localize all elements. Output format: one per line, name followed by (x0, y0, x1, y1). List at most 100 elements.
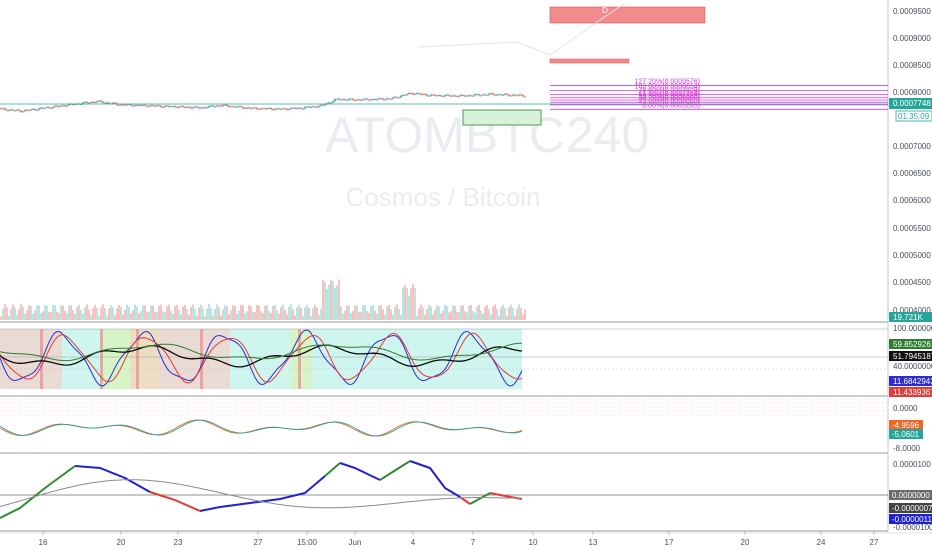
candle-body[interactable] (122, 104, 124, 106)
candle-body[interactable] (250, 108, 252, 110)
candle-body[interactable] (16, 109, 18, 111)
candle-body[interactable] (308, 106, 310, 108)
candle-body[interactable] (20, 110, 22, 113)
candle-body[interactable] (312, 106, 314, 108)
indicator3-trend-segment[interactable] (0, 465, 76, 519)
candle-body[interactable] (508, 94, 510, 96)
candle-body[interactable] (276, 108, 278, 110)
candle-body[interactable] (504, 93, 506, 95)
candle-body[interactable] (46, 107, 48, 109)
candle-body[interactable] (0, 108, 2, 110)
candle-body[interactable] (366, 98, 368, 100)
candle-body[interactable] (208, 105, 210, 108)
candle-body[interactable] (152, 105, 154, 107)
candle-body[interactable] (88, 102, 90, 104)
fib-retracement[interactable]: 127.20%(0.0009576)100.00%(0.0008654)78.6… (550, 79, 888, 110)
candle-body[interactable] (290, 107, 292, 110)
candle-body[interactable] (444, 95, 446, 97)
candle-body[interactable] (432, 94, 434, 96)
candle-body[interactable] (428, 95, 430, 97)
candle-body[interactable] (140, 105, 142, 107)
candle-body[interactable] (492, 93, 494, 95)
candle-body[interactable] (354, 99, 356, 101)
candle-body[interactable] (422, 94, 424, 96)
harmonic-pattern-lines[interactable] (417, 2, 626, 56)
candle-body[interactable] (414, 93, 416, 95)
candle-body[interactable] (36, 109, 38, 111)
candle-body[interactable] (8, 109, 10, 111)
candle-body[interactable] (496, 94, 498, 96)
candle-body[interactable] (232, 106, 234, 108)
candle-body[interactable] (222, 104, 224, 106)
candle-body[interactable] (498, 94, 500, 96)
candle-body[interactable] (108, 102, 110, 104)
candle-body[interactable] (236, 106, 238, 108)
candle-body[interactable] (356, 99, 358, 101)
candle-body[interactable] (196, 106, 198, 108)
candle-body[interactable] (128, 104, 130, 106)
indicator3-trend-segment[interactable] (149, 491, 201, 512)
candle-body[interactable] (418, 93, 420, 95)
candle-body[interactable] (488, 93, 490, 95)
candle-body[interactable] (178, 106, 180, 108)
indicator1-slow-line[interactable] (0, 332, 523, 384)
candle-body[interactable] (40, 107, 42, 109)
candle-body[interactable] (44, 107, 46, 109)
candle-body[interactable] (170, 106, 172, 108)
candle-body[interactable] (10, 109, 12, 111)
indicator3-trend-segment[interactable] (74, 465, 151, 493)
candle-body[interactable] (134, 105, 136, 107)
candle-body[interactable] (282, 108, 284, 110)
candle-body[interactable] (72, 104, 74, 106)
candle-body[interactable] (216, 105, 218, 107)
price-axis[interactable]: 0.0009500 0.0009000 0.0008500 0.0008000 0.00… (893, 7, 931, 315)
candle-body[interactable] (34, 108, 36, 110)
candle-body[interactable] (374, 98, 376, 100)
indicator1-d-line[interactable] (0, 342, 522, 362)
candle-body[interactable] (56, 105, 58, 107)
candle-body[interactable] (86, 101, 88, 103)
candle-body[interactable] (466, 95, 468, 97)
candle-body[interactable] (106, 102, 108, 104)
candle-body[interactable] (462, 94, 464, 96)
candle-body[interactable] (274, 108, 276, 110)
candle-body[interactable] (164, 105, 166, 107)
candle-body[interactable] (436, 95, 438, 97)
candle-body[interactable] (234, 106, 236, 108)
candle-body[interactable] (368, 99, 370, 101)
candle-body[interactable] (158, 105, 160, 107)
candle-body[interactable] (412, 93, 414, 95)
candle-body[interactable] (148, 105, 150, 107)
candle-body[interactable] (410, 92, 412, 94)
candle-body[interactable] (168, 105, 170, 107)
candle-body[interactable] (334, 99, 336, 102)
candle-body[interactable] (100, 100, 102, 102)
candle-body[interactable] (266, 108, 268, 110)
candle-body[interactable] (202, 107, 204, 109)
candle-body[interactable] (26, 109, 28, 111)
candle-body[interactable] (450, 95, 452, 97)
candle-body[interactable] (120, 104, 122, 106)
candle-body[interactable] (352, 98, 354, 100)
candle-body[interactable] (512, 94, 514, 96)
target-zone-small[interactable] (549, 58, 630, 64)
candle-body[interactable] (306, 106, 308, 108)
candle-body[interactable] (518, 94, 520, 96)
candle-body[interactable] (484, 94, 486, 96)
candle-body[interactable] (104, 102, 106, 104)
candle-body[interactable] (112, 102, 114, 104)
candle-body[interactable] (256, 107, 258, 110)
candle-body[interactable] (154, 105, 156, 107)
candle-body[interactable] (32, 108, 34, 110)
candle-body[interactable] (270, 107, 272, 110)
candle-body[interactable] (126, 104, 128, 106)
candle-body[interactable] (94, 102, 96, 104)
candle-body[interactable] (80, 104, 82, 106)
candle-body[interactable] (252, 107, 254, 109)
candle-body[interactable] (524, 96, 526, 98)
candle-body[interactable] (2, 108, 4, 110)
candle-body[interactable] (160, 105, 162, 108)
candle-body[interactable] (344, 99, 346, 101)
indicator1-fast-line[interactable] (0, 329, 523, 387)
candle-body[interactable] (6, 109, 8, 111)
